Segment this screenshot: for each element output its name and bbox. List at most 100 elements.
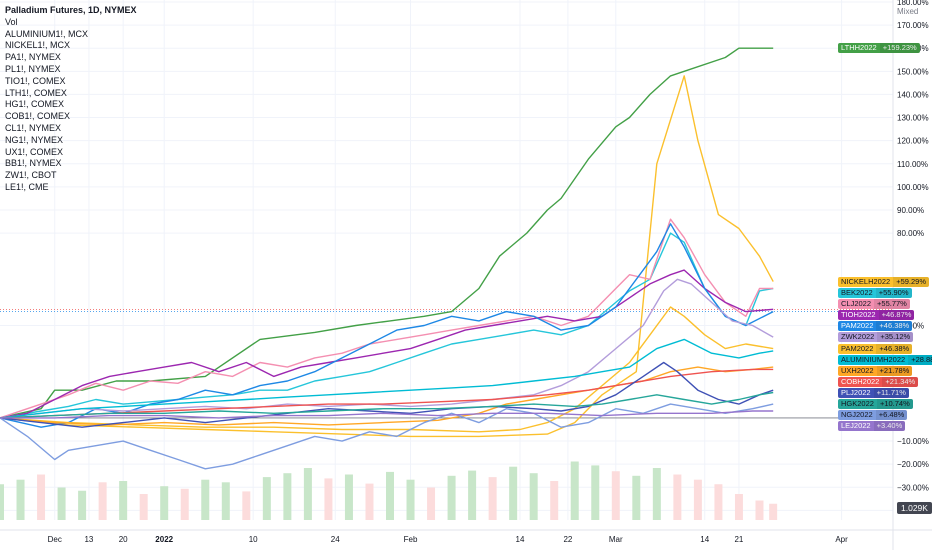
- volume-bar: [570, 461, 579, 520]
- volume-bar: [652, 468, 661, 520]
- volume-bar: [78, 490, 87, 520]
- y-tick-label: 90.00%: [897, 206, 924, 215]
- legend-symbol[interactable]: TIO1!, COMEX: [5, 75, 66, 86]
- x-tick-label: Feb: [404, 535, 418, 544]
- x-tick-label: 2022: [155, 535, 173, 544]
- volume-bar: [16, 479, 25, 520]
- volume-bar: [119, 481, 128, 520]
- series-line: [0, 391, 774, 419]
- x-tick-label: Mar: [609, 535, 623, 544]
- x-tick-label: 13: [84, 535, 93, 544]
- series-value-tag: HGK2022 +10.74%: [838, 398, 913, 409]
- volume-bar: [262, 477, 271, 520]
- series-tag-label: CLJ2022: [838, 298, 875, 309]
- volume-bar: [611, 471, 620, 520]
- scale-mode-label[interactable]: Mixed: [897, 7, 919, 16]
- volume-bar: [714, 484, 723, 520]
- y-tick-label: 120.00%: [897, 137, 929, 146]
- legend-symbol[interactable]: HG1!, COMEX: [5, 99, 65, 110]
- series-tag-value: +46.87%: [878, 309, 915, 320]
- series-line: [0, 223, 774, 428]
- series-value-tag: CLJ2022 +55.77%: [838, 298, 910, 309]
- series-value-tag: ZWK2022 +35.12%: [838, 332, 914, 343]
- legend-symbol[interactable]: LE1!, CME: [5, 181, 49, 192]
- series-tag-value: +21.34%: [882, 376, 919, 387]
- series-tag-value: +55.77%: [874, 298, 910, 309]
- x-tick-label: 21: [734, 535, 743, 544]
- series-tag-value: +159.23%: [879, 43, 920, 54]
- series-tag-label: COBH2022: [838, 376, 883, 387]
- series-line: [0, 338, 774, 419]
- series-line: [0, 410, 774, 419]
- series-tag-label: ZWK2022: [838, 332, 878, 343]
- y-tick-label: −10.00%: [897, 437, 929, 446]
- series-value-tag: PAM2022 +46.38%: [838, 343, 913, 354]
- series-tag-value: +11.71%: [873, 387, 909, 398]
- x-tick-label: Dec: [48, 535, 62, 544]
- series-line: [0, 232, 774, 419]
- series-value-tag: COBH2022 +21.34%: [838, 376, 919, 387]
- x-tick-label: 22: [563, 535, 572, 544]
- y-tick-label: 130.00%: [897, 114, 929, 123]
- series-tag-value: +28.88%: [908, 354, 932, 365]
- volume-bar: [0, 484, 4, 520]
- series-tag-label: TIOH2022: [838, 309, 879, 320]
- x-tick-label: 14: [700, 535, 709, 544]
- volume-bar: [591, 465, 600, 520]
- legend-symbol[interactable]: PA1!, NYMEX: [5, 52, 61, 63]
- volume-bar: [693, 479, 702, 520]
- legend-symbol[interactable]: CL1!, NYMEX: [5, 122, 62, 133]
- legend-symbol[interactable]: ZW1!, CBOT: [5, 170, 57, 181]
- volume-bar: [344, 474, 353, 520]
- legend-symbol[interactable]: PL1!, NYMEX: [5, 63, 61, 74]
- volume-bar: [427, 487, 436, 520]
- series-tag-value: +3.40%: [873, 420, 906, 431]
- y-tick-label: 170.00%: [897, 21, 929, 30]
- series-tag-value: +21.78%: [876, 365, 913, 376]
- series-tag-label: NGJ2022: [838, 409, 876, 420]
- legend-symbol[interactable]: NG1!, NYMEX: [5, 134, 64, 145]
- series-value-tag: PAM2022 +46.38%: [838, 320, 913, 331]
- legend-symbol[interactable]: NICKEL1!, MCX: [5, 40, 71, 51]
- y-tick-label: −30.00%: [897, 483, 929, 492]
- volume-bar: [632, 475, 641, 520]
- plot-area: [0, 0, 893, 520]
- series-line: [0, 403, 774, 470]
- series-value-tag: PLJ2022 +11.71%: [838, 387, 909, 398]
- legend-symbol[interactable]: UX1!, COMEX: [5, 146, 64, 157]
- series-value-tag: BEK2022 +55.90%: [838, 287, 912, 298]
- series-tag-label: LTHH2022: [838, 43, 880, 54]
- volume-value-badge: 1.029K: [897, 502, 932, 514]
- x-tick-label: Apr: [835, 535, 848, 544]
- series-value-tag: ALUMINIUMH2022+28.88%: [838, 354, 932, 365]
- volume-bar: [755, 500, 764, 520]
- volume-bar: [673, 474, 682, 520]
- legend-symbol[interactable]: ALUMINIUM1!, MCX: [5, 28, 89, 39]
- volume-bar: [283, 473, 292, 520]
- series-tag-label: ALUMINIUMH2022: [838, 354, 909, 365]
- volume-bar: [139, 494, 148, 520]
- series-line: [0, 47, 774, 419]
- series-line: [0, 75, 774, 438]
- series-tag-label: PAM2022: [838, 343, 877, 354]
- volume-bar: [98, 482, 107, 520]
- volume-bar: [406, 479, 415, 520]
- y-tick-label: 180.00%: [897, 0, 929, 7]
- volume-bar: [769, 503, 778, 520]
- series-value-tag: UXH2022 +21.78%: [838, 365, 913, 376]
- series-value-tag: NICKELH2022 +59.29%: [838, 276, 930, 287]
- series-tag-label: LEJ2022: [838, 420, 874, 431]
- series-tag-label: BEK2022: [838, 287, 876, 298]
- volume-bar: [550, 481, 559, 520]
- volume-bar: [180, 488, 189, 520]
- legend-symbol[interactable]: BB1!, NYMEX: [5, 158, 62, 169]
- volume-bar: [365, 483, 374, 520]
- series-line: [0, 269, 774, 419]
- series-tag-value: +59.29%: [893, 276, 930, 287]
- series-tag-value: +55.90%: [875, 287, 912, 298]
- legend-symbol[interactable]: LTH1!, COMEX: [5, 87, 67, 98]
- volume-bar: [221, 482, 230, 520]
- x-tick-label: 20: [119, 535, 128, 544]
- legend-symbol[interactable]: COB1!, COMEX: [5, 111, 71, 122]
